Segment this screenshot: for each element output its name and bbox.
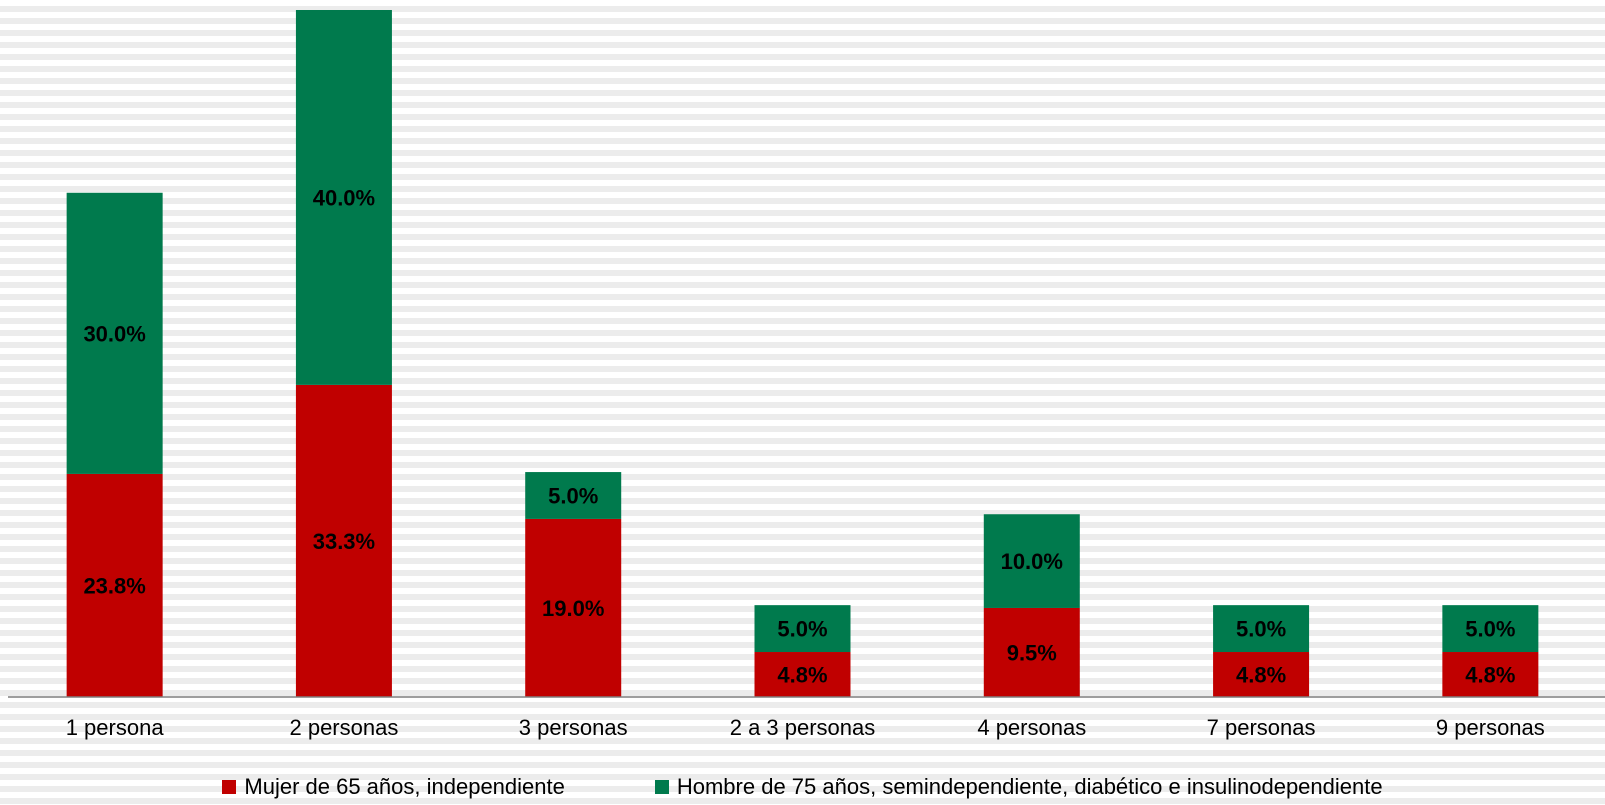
data-label-hombre-0: 30.0% xyxy=(83,321,145,346)
bar-segment-mujer-6 xyxy=(1442,652,1539,697)
bar-segment-hombre-5 xyxy=(1213,605,1310,653)
data-label-hombre-3: 5.0% xyxy=(777,617,827,642)
bar-segment-hombre-3 xyxy=(754,605,851,653)
bar-segment-hombre-0 xyxy=(66,192,163,474)
data-label-mujer-6: 4.8% xyxy=(1465,663,1515,688)
data-label-hombre-2: 5.0% xyxy=(548,483,598,508)
x-tick-label-0: 1 persona xyxy=(66,715,165,740)
data-label-hombre-6: 5.0% xyxy=(1465,617,1515,642)
data-label-mujer-1: 33.3% xyxy=(313,529,375,554)
bar-segment-mujer-3 xyxy=(754,652,851,697)
legend-swatch-mujer xyxy=(222,780,237,794)
bar-segment-hombre-2 xyxy=(525,472,622,519)
bar-segment-mujer-4 xyxy=(983,607,1080,697)
x-tick-label-4: 4 personas xyxy=(977,715,1086,740)
chart-legend: Mujer de 65 años, independiente Hombre d… xyxy=(0,774,1605,800)
x-tick-label-3: 2 a 3 personas xyxy=(730,715,876,740)
legend-label-hombre: Hombre de 75 años, semindependiente, dia… xyxy=(676,774,1383,799)
legend-label-mujer: Mujer de 65 años, independiente xyxy=(244,774,565,799)
bar-segment-hombre-4 xyxy=(983,514,1080,608)
legend-swatch-hombre xyxy=(654,780,669,794)
bar-segment-mujer-5 xyxy=(1213,652,1310,697)
bar-segment-mujer-0 xyxy=(66,473,163,697)
data-label-mujer-0: 23.8% xyxy=(83,573,145,598)
data-label-mujer-5: 4.8% xyxy=(1236,663,1286,688)
data-label-mujer-4: 9.5% xyxy=(1007,640,1057,665)
data-label-hombre-1: 40.0% xyxy=(313,185,375,210)
data-label-hombre-5: 5.0% xyxy=(1236,617,1286,642)
bar-segment-hombre-6 xyxy=(1442,605,1539,653)
bar-segment-mujer-2 xyxy=(525,518,622,697)
legend-item-hombre: Hombre de 75 años, semindependiente, dia… xyxy=(654,774,1383,800)
data-label-hombre-4: 10.0% xyxy=(1001,549,1063,574)
data-label-mujer-3: 4.8% xyxy=(777,663,827,688)
bar-segment-mujer-1 xyxy=(295,384,392,697)
x-tick-label-6: 9 personas xyxy=(1436,715,1545,740)
bar-segment-hombre-1 xyxy=(295,10,392,385)
data-label-mujer-2: 19.0% xyxy=(542,596,604,621)
legend-item-mujer: Mujer de 65 años, independiente xyxy=(222,774,565,800)
x-tick-label-2: 3 personas xyxy=(519,715,628,740)
x-tick-label-5: 7 personas xyxy=(1207,715,1316,740)
x-tick-label-1: 2 personas xyxy=(289,715,398,740)
